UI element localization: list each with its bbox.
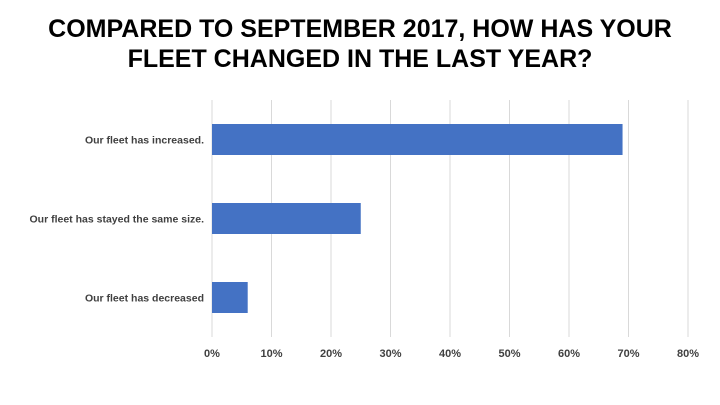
x-tick-label: 30% xyxy=(379,348,401,360)
chart-title: COMPARED TO SEPTEMBER 2017, HOW HAS YOUR… xyxy=(0,14,720,74)
x-tick-label: 80% xyxy=(677,348,699,360)
bar xyxy=(212,124,623,155)
bars xyxy=(212,124,623,313)
bar xyxy=(212,203,361,234)
x-tick-label: 50% xyxy=(498,348,520,360)
category-label: Our fleet has stayed the same size. xyxy=(30,214,205,226)
x-tick-label: 20% xyxy=(320,348,342,360)
x-tick-label: 0% xyxy=(204,348,220,360)
bar xyxy=(212,282,248,313)
x-tick-label: 70% xyxy=(617,348,639,360)
category-labels: Our fleet has increased. Our fleet has st… xyxy=(30,135,205,305)
category-label: Our fleet has increased. xyxy=(85,135,204,147)
category-label: Our fleet has decreased xyxy=(85,293,204,305)
x-tick-label: 10% xyxy=(260,348,282,360)
chart-title-line-1: COMPARED TO SEPTEMBER 2017, HOW HAS YOUR xyxy=(48,15,672,43)
x-tick-label: 40% xyxy=(439,348,461,360)
chart-title-line-2: FLEET CHANGED IN THE LAST YEAR? xyxy=(127,45,593,73)
x-tick-label: 60% xyxy=(558,348,580,360)
x-axis-tick-labels: 0% 10% 20% 30% 40% 50% 60% 70% 80% xyxy=(204,348,699,360)
